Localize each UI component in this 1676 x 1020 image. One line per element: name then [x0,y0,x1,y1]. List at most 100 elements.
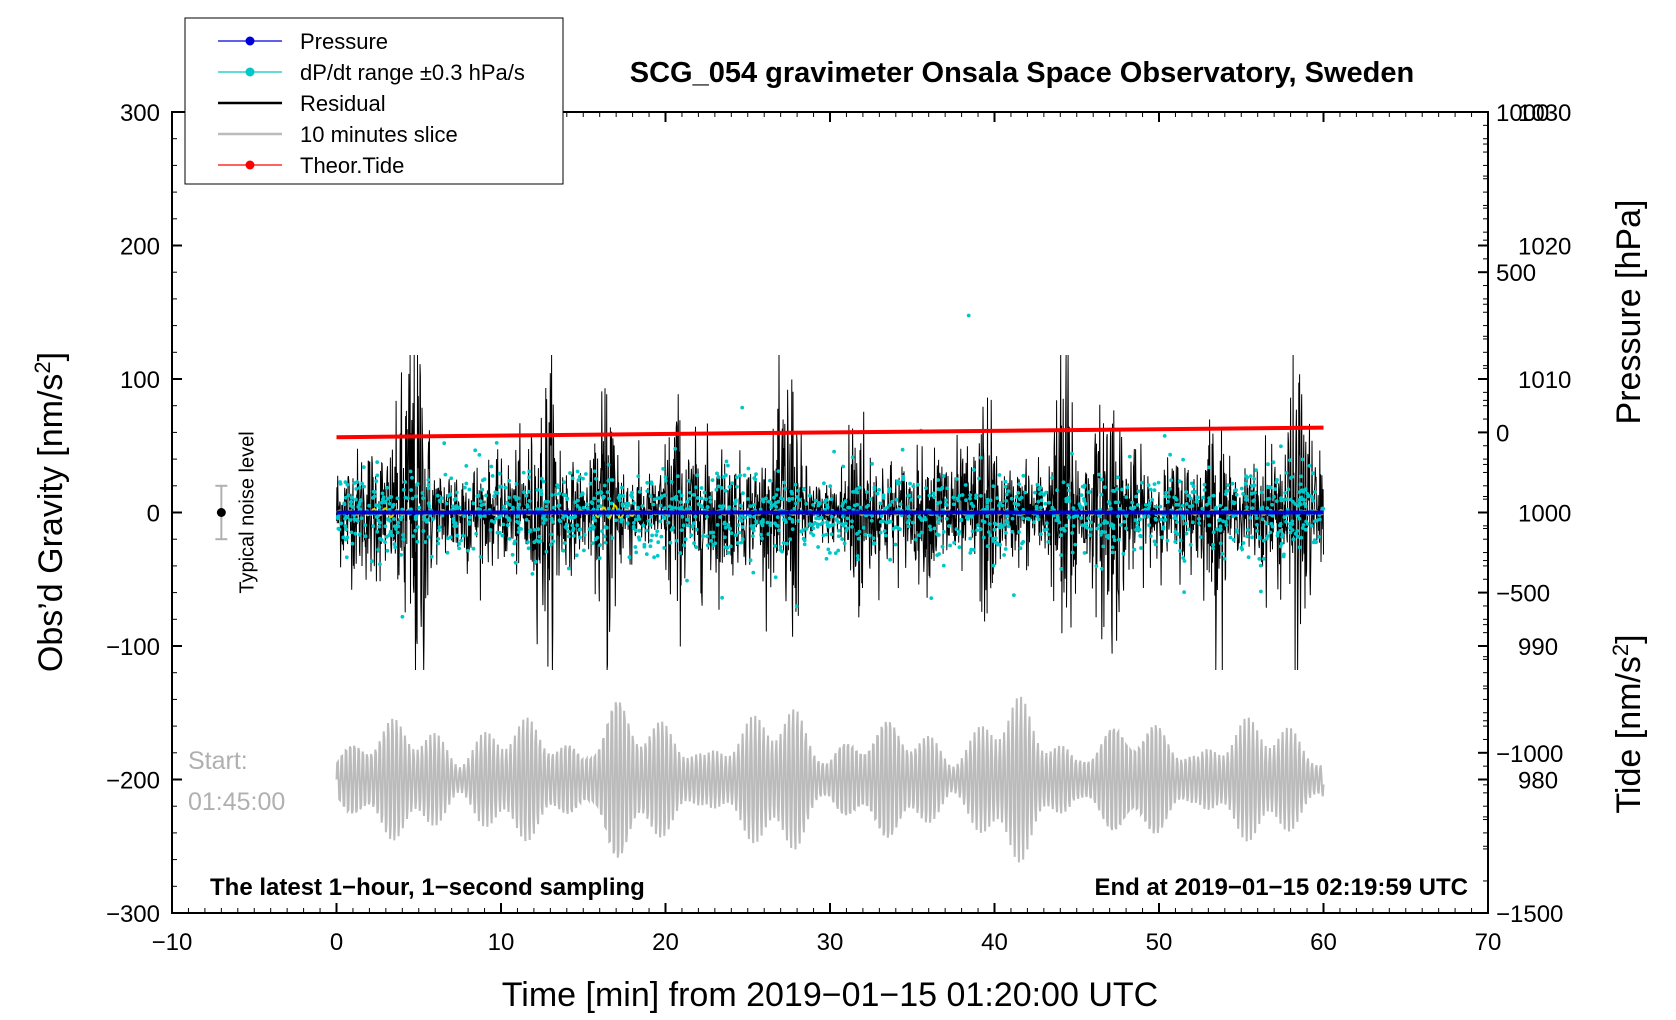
dpdt-point [692,541,696,546]
dpdt-point [726,463,730,468]
dpdt-point [526,546,531,551]
dpdt-point [437,528,441,533]
tide-tick-label: −500 [1496,581,1550,608]
dpdt-point [887,487,892,491]
dpdt-point [401,488,406,492]
dpdt-point [1086,516,1090,521]
dpdt-point [1260,505,1264,510]
dpdt-point [585,506,590,510]
dpdt-point [636,474,641,479]
dpdt-point [959,518,963,523]
dpdt-point [457,546,461,551]
dpdt-point [377,505,382,510]
dpdt-point [864,505,869,509]
dpdt-point [734,498,738,503]
dpdt-point [768,478,772,483]
dpdt-point [1153,542,1158,547]
dpdt-point [909,497,913,502]
dpdt-point [1116,537,1121,542]
dpdt-point [815,522,820,526]
dpdt-point [737,530,742,535]
dpdt-point [339,521,344,526]
dpdt-point [561,548,566,553]
dpdt-point [392,517,396,521]
dpdt-point [345,535,350,540]
legend: Pressure dP/dt range ±0.3 hPa/s Residual 10… [184,17,564,185]
pressure-tick-label: 980 [1518,768,1558,795]
dpdt-point [1125,485,1130,490]
dpdt-point [954,527,959,532]
dpdt-point [1174,502,1178,507]
dpdt-point [1293,502,1298,506]
dpdt-point [567,529,571,534]
dpdt-point [735,484,739,489]
dpdt-point [811,533,816,537]
dpdt-point [906,504,911,509]
tide-tick-label: −1000 [1496,741,1563,768]
dpdt-point [994,536,998,541]
dpdt-point [1175,520,1179,525]
dpdt-point [809,531,813,535]
y-left-tick-label: −300 [106,901,160,928]
dpdt-point [1168,487,1172,491]
dpdt-point [1097,472,1102,477]
dpdt-point [553,492,558,497]
dpdt-point [1267,496,1272,501]
dpdt-point [375,460,380,464]
dpdt-point [549,532,554,537]
dpdt-point [733,501,737,506]
dpdt-point [346,493,351,498]
dpdt-point [789,489,794,494]
dpdt-point [663,475,668,480]
dpdt-point [451,517,456,522]
dpdt-point [1071,524,1076,528]
dpdt-point [575,469,580,474]
dpdt-point [565,526,569,530]
dpdt-point [1300,489,1305,493]
dpdt-point [464,481,469,486]
dpdt-point [1190,520,1195,525]
dpdt-point [673,506,678,510]
dpdt-point [816,545,820,549]
dpdt-point [928,527,933,532]
dpdt-point [821,533,826,538]
dpdt-point [1197,516,1201,521]
dpdt-point [935,532,939,536]
dpdt-point [383,540,387,544]
dpdt-point [516,530,521,534]
dpdt-point [882,529,887,533]
dpdt-point [808,522,812,526]
dpdt-point [991,484,996,489]
dpdt-point [695,473,699,478]
dpdt-point [826,547,831,552]
dpdt-point [780,549,784,554]
dpdt-point [624,505,629,509]
dpdt-point [692,521,696,525]
dpdt-point [591,507,596,512]
dpdt-point [700,505,705,509]
dpdt-point [1317,517,1322,522]
dpdt-point [562,480,566,485]
dpdt-point [1026,516,1031,521]
dpdt-point [681,523,686,528]
dpdt-point [552,505,556,510]
dpdt-point [680,514,685,519]
dpdt-point [350,495,355,500]
dpdt-point [1106,533,1111,538]
dpdt-point [457,542,461,546]
dpdt-point [1014,507,1018,511]
y-left-tick-label: 300 [120,100,160,127]
dpdt-point [426,535,431,539]
dpdt-point [919,530,924,535]
dpdt-point [1188,542,1193,547]
dpdt-point [447,492,452,497]
dpdt-point [1078,506,1083,510]
dpdt-point [610,536,615,540]
dpdt-point [566,534,571,539]
dpdt-point [500,533,505,538]
dpdt-point [1243,481,1248,486]
dpdt-point [752,515,756,519]
dpdt-point [699,486,704,490]
dpdt-point [871,541,876,546]
dpdt-point [841,464,846,469]
